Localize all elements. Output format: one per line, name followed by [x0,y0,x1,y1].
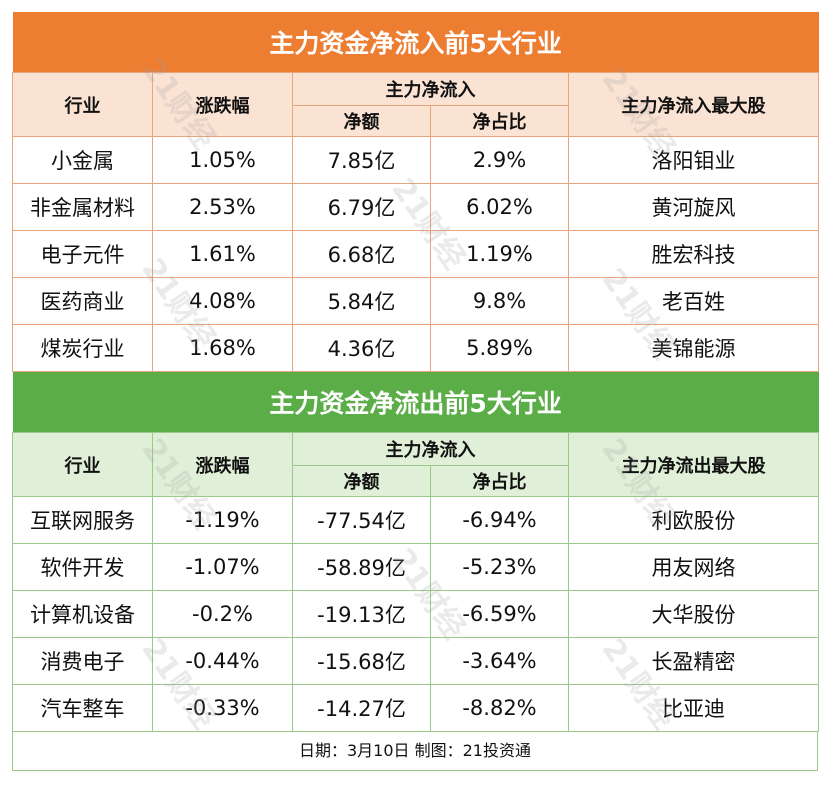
cell-ratio: 5.89% [430,324,569,372]
cell-change: -0.44% [152,637,293,685]
cell-industry: 软件开发 [12,543,153,591]
cell-top-stock: 胜宏科技 [567,230,820,278]
cell-change: -0.2% [152,590,293,638]
cell-change: 1.68% [152,324,293,372]
header-change: 涨跌幅 [152,432,293,497]
cell-top-stock: 洛阳钼业 [567,136,820,184]
cell-amount: 6.68亿 [292,230,431,278]
table-row: 小金属 1.05% 7.85亿 2.9% 洛阳钼业 [12,136,820,184]
cell-industry: 医药商业 [12,277,153,325]
cell-top-stock: 大华股份 [567,590,820,638]
cell-amount: -58.89亿 [292,543,431,591]
cell-amount: -19.13亿 [292,590,431,638]
cell-industry: 电子元件 [12,230,153,278]
cell-change: 2.53% [152,183,293,231]
cell-change: -1.07% [152,543,293,591]
cell-ratio: -5.23% [430,543,569,591]
report-container: 主力资金净流入前5大行业 行业 涨跌幅 主力净流入 主力净流入最大股 净额 净占… [12,12,820,771]
table-row: 医药商业 4.08% 5.84亿 9.8% 老百姓 [12,277,820,325]
cell-top-stock: 长盈精密 [567,637,820,685]
cell-top-stock: 比亚迪 [567,684,820,732]
outflow-title: 主力资金净流出前5大行业 [12,372,819,433]
header-net-inflow-group: 主力净流入 [292,72,569,106]
cell-top-stock: 美锦能源 [567,324,820,372]
cell-top-stock: 老百姓 [567,277,820,325]
cell-ratio: 2.9% [430,136,569,184]
table-row: 消费电子 -0.44% -15.68亿 -3.64% 长盈精密 [12,637,820,685]
table-row: 汽车整车 -0.33% -14.27亿 -8.82% 比亚迪 [12,684,820,732]
cell-amount: 4.36亿 [292,324,431,372]
cell-change: -1.19% [152,496,293,544]
cell-industry: 消费电子 [12,637,153,685]
header-change: 涨跌幅 [152,72,293,137]
table-row: 计算机设备 -0.2% -19.13亿 -6.59% 大华股份 [12,590,820,638]
cell-amount: -15.68亿 [292,637,431,685]
cell-ratio: -8.82% [430,684,569,732]
header-ratio: 净占比 [430,105,569,137]
cell-ratio: 9.8% [430,277,569,325]
cell-ratio: 6.02% [430,183,569,231]
cell-top-stock: 黄河旋风 [567,183,820,231]
cell-top-stock: 用友网络 [567,543,820,591]
table-row: 电子元件 1.61% 6.68亿 1.19% 胜宏科技 [12,230,820,278]
header-amount: 净额 [292,465,431,497]
footer-source: 日期：3月10日 制图：21投资通 [12,732,818,771]
inflow-table: 主力资金净流入前5大行业 行业 涨跌幅 主力净流入 主力净流入最大股 净额 净占… [12,12,820,372]
cell-ratio: -3.64% [430,637,569,685]
table-row: 互联网服务 -1.19% -77.54亿 -6.94% 利欧股份 [12,496,820,544]
header-ratio: 净占比 [430,465,569,497]
cell-industry: 计算机设备 [12,590,153,638]
cell-amount: 5.84亿 [292,277,431,325]
cell-change: 1.61% [152,230,293,278]
outflow-table: 主力资金净流出前5大行业 行业 涨跌幅 主力净流入 主力净流出最大股 净额 净占… [12,372,820,732]
cell-industry: 汽车整车 [12,684,153,732]
inflow-title: 主力资金净流入前5大行业 [12,12,819,73]
cell-change: 1.05% [152,136,293,184]
cell-amount: 6.79亿 [292,183,431,231]
cell-industry: 非金属材料 [12,183,153,231]
cell-industry: 煤炭行业 [12,324,153,372]
header-industry: 行业 [12,72,153,137]
cell-amount: -77.54亿 [292,496,431,544]
cell-industry: 互联网服务 [12,496,153,544]
table-row: 非金属材料 2.53% 6.79亿 6.02% 黄河旋风 [12,183,820,231]
header-top-stock: 主力净流出最大股 [567,432,820,497]
cell-industry: 小金属 [12,136,153,184]
table-row: 煤炭行业 1.68% 4.36亿 5.89% 美锦能源 [12,324,820,372]
cell-amount: 7.85亿 [292,136,431,184]
header-industry: 行业 [12,432,153,497]
cell-ratio: -6.94% [430,496,569,544]
table-row: 软件开发 -1.07% -58.89亿 -5.23% 用友网络 [12,543,820,591]
header-net-inflow-group: 主力净流入 [292,432,569,466]
header-top-stock: 主力净流入最大股 [567,72,820,137]
cell-top-stock: 利欧股份 [567,496,820,544]
cell-change: -0.33% [152,684,293,732]
cell-amount: -14.27亿 [292,684,431,732]
cell-ratio: 1.19% [430,230,569,278]
cell-change: 4.08% [152,277,293,325]
cell-ratio: -6.59% [430,590,569,638]
header-amount: 净额 [292,105,431,137]
